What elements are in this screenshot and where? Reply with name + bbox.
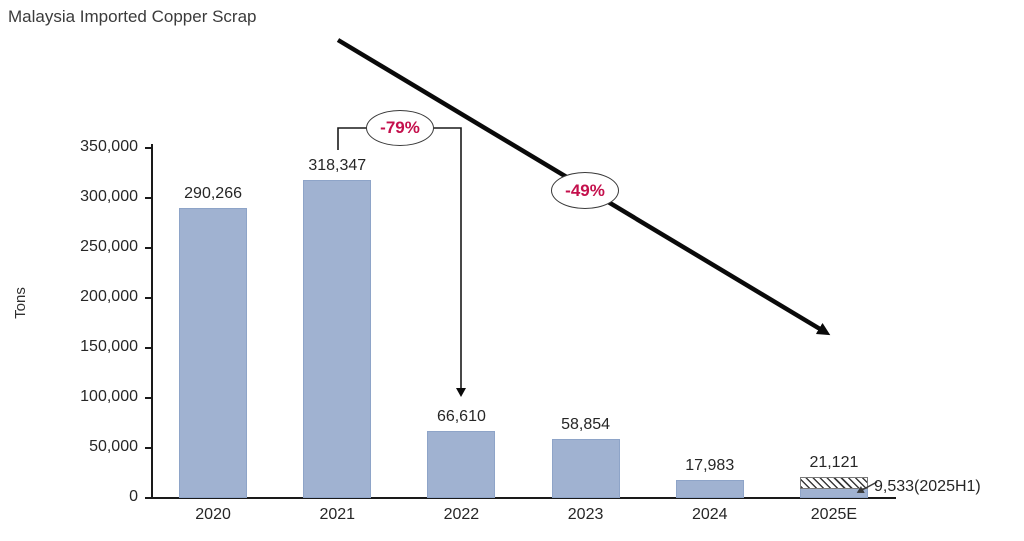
bar-2025E: [799, 476, 868, 498]
x-tick-label-2020: 2020: [195, 506, 231, 523]
bar-2021: [303, 179, 372, 498]
value-label-2021: 318,347: [308, 156, 367, 174]
x-tick-label-2021: 2021: [319, 506, 356, 523]
y-tick-mark: [145, 447, 151, 449]
y-tick-mark: [145, 197, 151, 199]
annotation-oval-79pct: -79%: [366, 110, 434, 146]
y-tick-label: 300,000: [80, 188, 138, 205]
y-tick-label: 200,000: [80, 288, 138, 305]
annotation-oval-49pct: -49%: [551, 172, 619, 209]
annotation-label-49pct: -49%: [565, 180, 605, 200]
h1-actual-label: 9,533(2025H1): [874, 478, 981, 495]
y-tick-mark: [145, 147, 151, 149]
y-tick-label: 250,000: [80, 238, 138, 255]
bar-2025E-estimated-hatched-portion: [799, 476, 868, 490]
value-label-2023: 58,854: [561, 416, 611, 434]
x-axis-line: [151, 497, 896, 499]
x-tick-label-2024: 2024: [691, 506, 728, 523]
y-tick-mark: [145, 247, 151, 249]
y-tick-label: 50,000: [89, 438, 138, 455]
h1-leader-line: [856, 481, 878, 494]
bar-2022: [427, 431, 496, 498]
value-label-2020: 290,266: [184, 184, 242, 202]
bar-2020: [179, 207, 248, 498]
annotation-label-79pct: -79%: [380, 118, 420, 137]
bar-2024: [675, 480, 744, 498]
x-tick-label-2022: 2022: [443, 506, 480, 523]
y-tick-mark: [145, 297, 151, 299]
x-tick-label-2025E: 2025E: [810, 506, 858, 523]
x-tick-label-2023: 2023: [567, 506, 604, 523]
bracket-drop-arrow: [337, 127, 466, 397]
value-label-2025E: 21,121: [809, 453, 859, 471]
y-tick-label: 0: [129, 488, 138, 505]
y-tick-label: 350,000: [80, 138, 138, 155]
bar-2023: [551, 439, 620, 498]
y-tick-mark: [145, 347, 151, 349]
y-tick-mark: [145, 397, 151, 399]
y-tick-mark: [145, 497, 151, 499]
chart-title: Malaysia Imported Copper Scrap: [8, 7, 257, 26]
y-tick-label: 100,000: [80, 388, 138, 405]
value-label-2022: 66,610: [436, 408, 486, 426]
value-label-2024: 17,983: [685, 457, 735, 475]
y-tick-label: 150,000: [80, 338, 138, 355]
y-axis-line: [151, 144, 153, 499]
